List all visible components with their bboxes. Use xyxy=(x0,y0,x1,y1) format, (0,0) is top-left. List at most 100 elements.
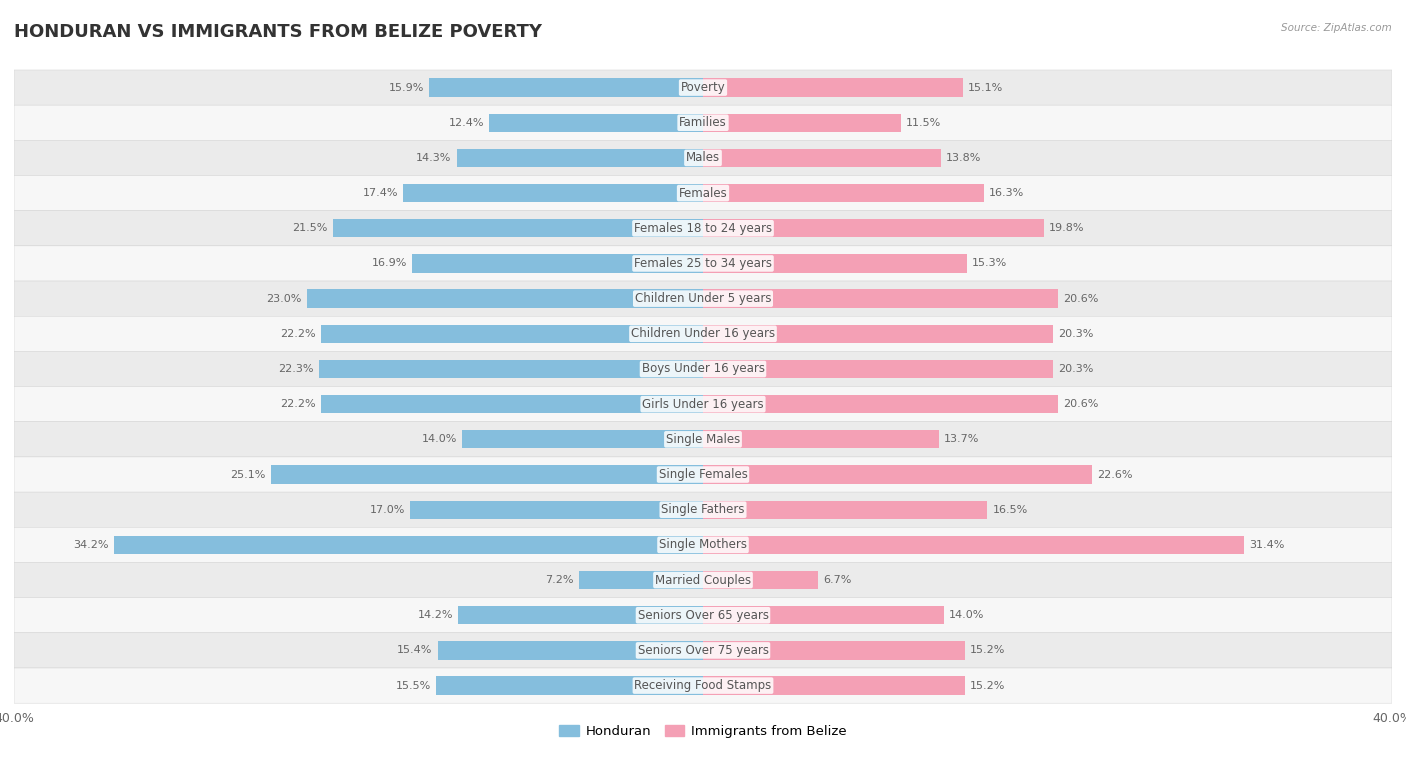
Bar xyxy=(271,465,703,484)
Text: 15.5%: 15.5% xyxy=(395,681,430,691)
FancyBboxPatch shape xyxy=(14,633,1392,668)
FancyBboxPatch shape xyxy=(14,562,1392,597)
Text: Source: ZipAtlas.com: Source: ZipAtlas.com xyxy=(1281,23,1392,33)
Bar xyxy=(458,606,703,625)
Text: Single Mothers: Single Mothers xyxy=(659,538,747,551)
Text: 7.2%: 7.2% xyxy=(546,575,574,585)
Text: 11.5%: 11.5% xyxy=(907,117,942,128)
FancyBboxPatch shape xyxy=(14,597,1392,633)
Text: 17.4%: 17.4% xyxy=(363,188,398,198)
Text: 20.3%: 20.3% xyxy=(1057,364,1094,374)
Bar xyxy=(404,184,703,202)
Text: Females: Females xyxy=(679,186,727,199)
Bar xyxy=(321,324,703,343)
Text: 23.0%: 23.0% xyxy=(266,293,302,304)
FancyBboxPatch shape xyxy=(14,105,1392,140)
Text: 16.9%: 16.9% xyxy=(371,258,406,268)
Text: Males: Males xyxy=(686,152,720,164)
Text: 14.0%: 14.0% xyxy=(949,610,984,620)
FancyBboxPatch shape xyxy=(14,528,1392,562)
FancyBboxPatch shape xyxy=(14,457,1392,492)
Bar xyxy=(703,360,1053,378)
Bar xyxy=(437,641,703,659)
Bar xyxy=(114,536,703,554)
Text: Receiving Food Stamps: Receiving Food Stamps xyxy=(634,679,772,692)
Text: 14.3%: 14.3% xyxy=(416,153,451,163)
FancyBboxPatch shape xyxy=(14,70,1392,105)
Text: Females 25 to 34 years: Females 25 to 34 years xyxy=(634,257,772,270)
Text: Families: Families xyxy=(679,116,727,130)
Text: 15.9%: 15.9% xyxy=(388,83,425,92)
Bar xyxy=(489,114,703,132)
FancyBboxPatch shape xyxy=(14,176,1392,211)
Text: 15.4%: 15.4% xyxy=(398,645,433,656)
Text: 15.2%: 15.2% xyxy=(970,681,1005,691)
Text: Boys Under 16 years: Boys Under 16 years xyxy=(641,362,765,375)
Bar xyxy=(461,431,703,449)
Legend: Honduran, Immigrants from Belize: Honduran, Immigrants from Belize xyxy=(554,719,852,743)
Text: Seniors Over 75 years: Seniors Over 75 years xyxy=(637,644,769,657)
Text: 19.8%: 19.8% xyxy=(1049,224,1084,233)
Text: 6.7%: 6.7% xyxy=(824,575,852,585)
Text: 22.6%: 22.6% xyxy=(1098,469,1133,480)
Bar xyxy=(429,78,703,97)
Bar xyxy=(703,465,1092,484)
Bar xyxy=(703,219,1045,237)
Bar xyxy=(703,114,901,132)
Bar xyxy=(703,184,984,202)
FancyBboxPatch shape xyxy=(14,492,1392,528)
Bar xyxy=(321,395,703,413)
Text: 15.2%: 15.2% xyxy=(970,645,1005,656)
Text: Seniors Over 65 years: Seniors Over 65 years xyxy=(637,609,769,622)
Text: 12.4%: 12.4% xyxy=(449,117,484,128)
Text: 15.3%: 15.3% xyxy=(972,258,1007,268)
Text: Poverty: Poverty xyxy=(681,81,725,94)
Text: Married Couples: Married Couples xyxy=(655,574,751,587)
Bar xyxy=(457,149,703,167)
FancyBboxPatch shape xyxy=(14,316,1392,352)
Text: 34.2%: 34.2% xyxy=(73,540,108,550)
Bar xyxy=(703,641,965,659)
Bar xyxy=(333,219,703,237)
Bar xyxy=(436,676,703,695)
Text: 21.5%: 21.5% xyxy=(292,224,328,233)
Bar xyxy=(579,571,703,589)
Text: Children Under 16 years: Children Under 16 years xyxy=(631,327,775,340)
Bar xyxy=(703,606,945,625)
Text: 13.7%: 13.7% xyxy=(945,434,980,444)
Text: 14.2%: 14.2% xyxy=(418,610,453,620)
Text: 22.3%: 22.3% xyxy=(278,364,314,374)
Bar xyxy=(703,536,1244,554)
Bar xyxy=(703,290,1057,308)
Text: 31.4%: 31.4% xyxy=(1249,540,1284,550)
Text: HONDURAN VS IMMIGRANTS FROM BELIZE POVERTY: HONDURAN VS IMMIGRANTS FROM BELIZE POVER… xyxy=(14,23,543,41)
Text: 16.5%: 16.5% xyxy=(993,505,1028,515)
Bar xyxy=(703,395,1057,413)
Bar xyxy=(307,290,703,308)
Text: 22.2%: 22.2% xyxy=(280,399,315,409)
Text: 13.8%: 13.8% xyxy=(946,153,981,163)
Text: Single Males: Single Males xyxy=(666,433,740,446)
Bar xyxy=(319,360,703,378)
Text: 20.3%: 20.3% xyxy=(1057,329,1094,339)
Text: 16.3%: 16.3% xyxy=(988,188,1024,198)
Text: 17.0%: 17.0% xyxy=(370,505,405,515)
Text: 15.1%: 15.1% xyxy=(969,83,1004,92)
Text: 20.6%: 20.6% xyxy=(1063,293,1098,304)
Text: 25.1%: 25.1% xyxy=(231,469,266,480)
Bar xyxy=(703,431,939,449)
Text: Single Females: Single Females xyxy=(658,468,748,481)
Bar xyxy=(412,255,703,273)
FancyBboxPatch shape xyxy=(14,421,1392,457)
Text: Girls Under 16 years: Girls Under 16 years xyxy=(643,398,763,411)
Text: Females 18 to 24 years: Females 18 to 24 years xyxy=(634,222,772,235)
FancyBboxPatch shape xyxy=(14,387,1392,421)
Text: 22.2%: 22.2% xyxy=(280,329,315,339)
FancyBboxPatch shape xyxy=(14,352,1392,387)
Bar xyxy=(703,500,987,518)
Bar xyxy=(703,571,818,589)
FancyBboxPatch shape xyxy=(14,668,1392,703)
Text: 20.6%: 20.6% xyxy=(1063,399,1098,409)
Bar xyxy=(703,324,1053,343)
Text: Children Under 5 years: Children Under 5 years xyxy=(634,292,772,305)
